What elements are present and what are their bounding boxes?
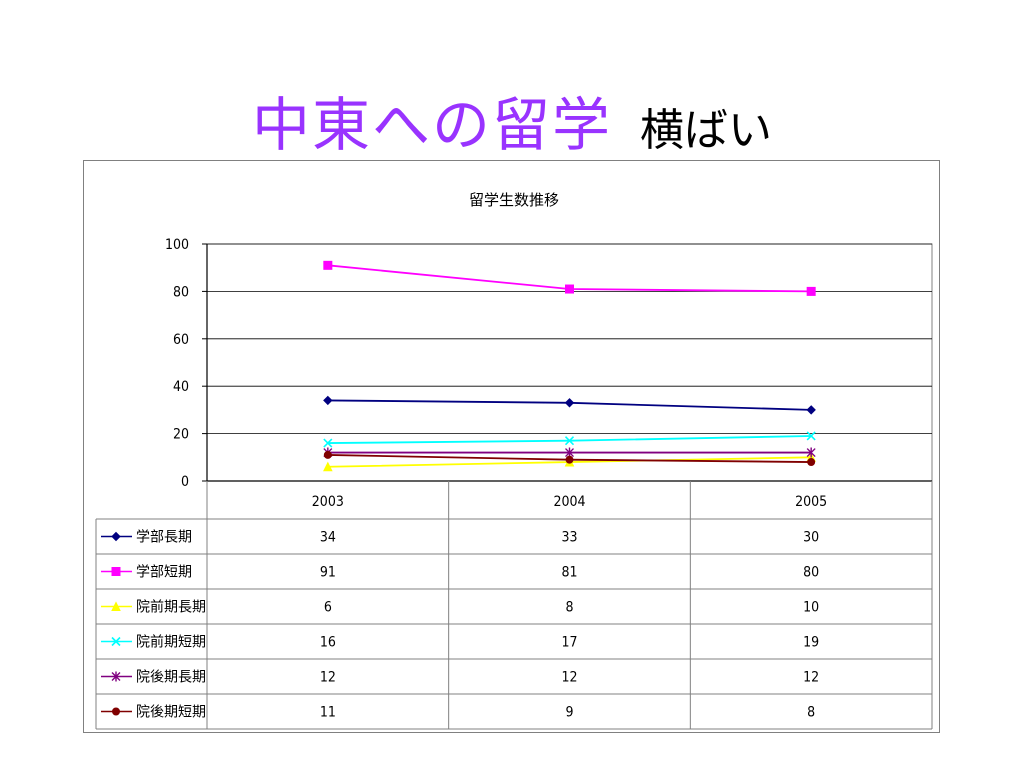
y-tick-label: 0 [181,474,189,490]
legend-key-marker [112,707,120,716]
data-cell-value: 12 [320,670,336,686]
y-tick-label: 100 [165,237,189,253]
series-label: 院後期長期 [136,670,206,686]
series-label: 学部短期 [136,565,192,581]
data-point [564,436,575,446]
data-cell-value: 81 [561,565,577,581]
x-category-label: 2003 [312,494,344,510]
data-cell-value: 6 [324,600,332,616]
data-cell-value: 8 [807,705,815,721]
data-cell-value: 16 [320,635,336,651]
data-point [323,395,333,406]
chart-title: 留学生数推移 [469,191,559,209]
data-point [565,455,574,464]
data-cell-value: 9 [565,705,573,721]
legend-key-marker [111,531,121,542]
data-point [323,260,333,270]
y-tick-label: 40 [173,379,189,395]
series-label: 院前期長期 [136,599,206,616]
slide-title-main: 中東への留学 [251,91,612,159]
data-point [565,284,574,294]
series-line [327,435,812,444]
data-cell-value: 10 [803,600,819,616]
legend-key-marker [111,671,121,682]
chart-svg: 留学生数推移 0 20 40 60 80 100 2003 2004 2005 学部長期 34 33… [95,191,933,730]
data-cell-value: 33 [561,530,577,546]
data-cell-value: 12 [803,670,819,686]
slide-title-sub: 横ばい [640,105,772,156]
legend-key-marker [111,601,121,611]
data-table: 2003 2004 2005 学部長期 34 33 30 学部短期 91 81 80 院前期長期 6 8 1… [95,481,933,730]
data-point [806,447,816,458]
y-tick-label: 20 [173,427,189,443]
data-point [807,458,816,467]
legend-key-marker [111,636,121,647]
data-point [806,405,816,415]
x-category-label: 2004 [553,494,585,510]
series-label: 院後期短期 [136,705,206,721]
legend-key-marker [111,567,121,576]
data-cell-value: 91 [320,565,336,581]
data-point [806,431,816,441]
data-cell-value: 34 [320,530,336,546]
data-cell-value: 19 [803,635,819,651]
plot-area [206,243,933,482]
data-cell-value: 17 [561,635,577,651]
data-point [564,398,575,408]
data-cell-value: 80 [803,565,819,581]
chart-frame: 留学生数推移 0 20 40 60 80 100 2003 2004 2005 学部長期 34 33… [83,160,940,733]
slide-title: 中東への留学 横ばい [0,78,1024,159]
data-cell-value: 12 [561,670,577,686]
y-tick-label: 80 [173,284,189,300]
data-cell-value: 30 [803,530,819,546]
data-point [323,450,332,459]
x-category-label: 2005 [795,494,827,510]
chart-gridlines [206,243,933,482]
data-point [806,286,816,296]
series-label: 院前期短期 [136,634,206,651]
data-point [323,461,333,472]
data-cell-value: 11 [320,705,336,721]
y-tick-label: 60 [173,332,189,348]
y-axis-ticks: 0 20 40 60 80 100 [165,237,207,490]
data-cell-value: 8 [565,600,573,616]
chart-series-lines [323,260,816,472]
series-label: 学部長期 [136,530,192,546]
data-point [323,438,333,448]
